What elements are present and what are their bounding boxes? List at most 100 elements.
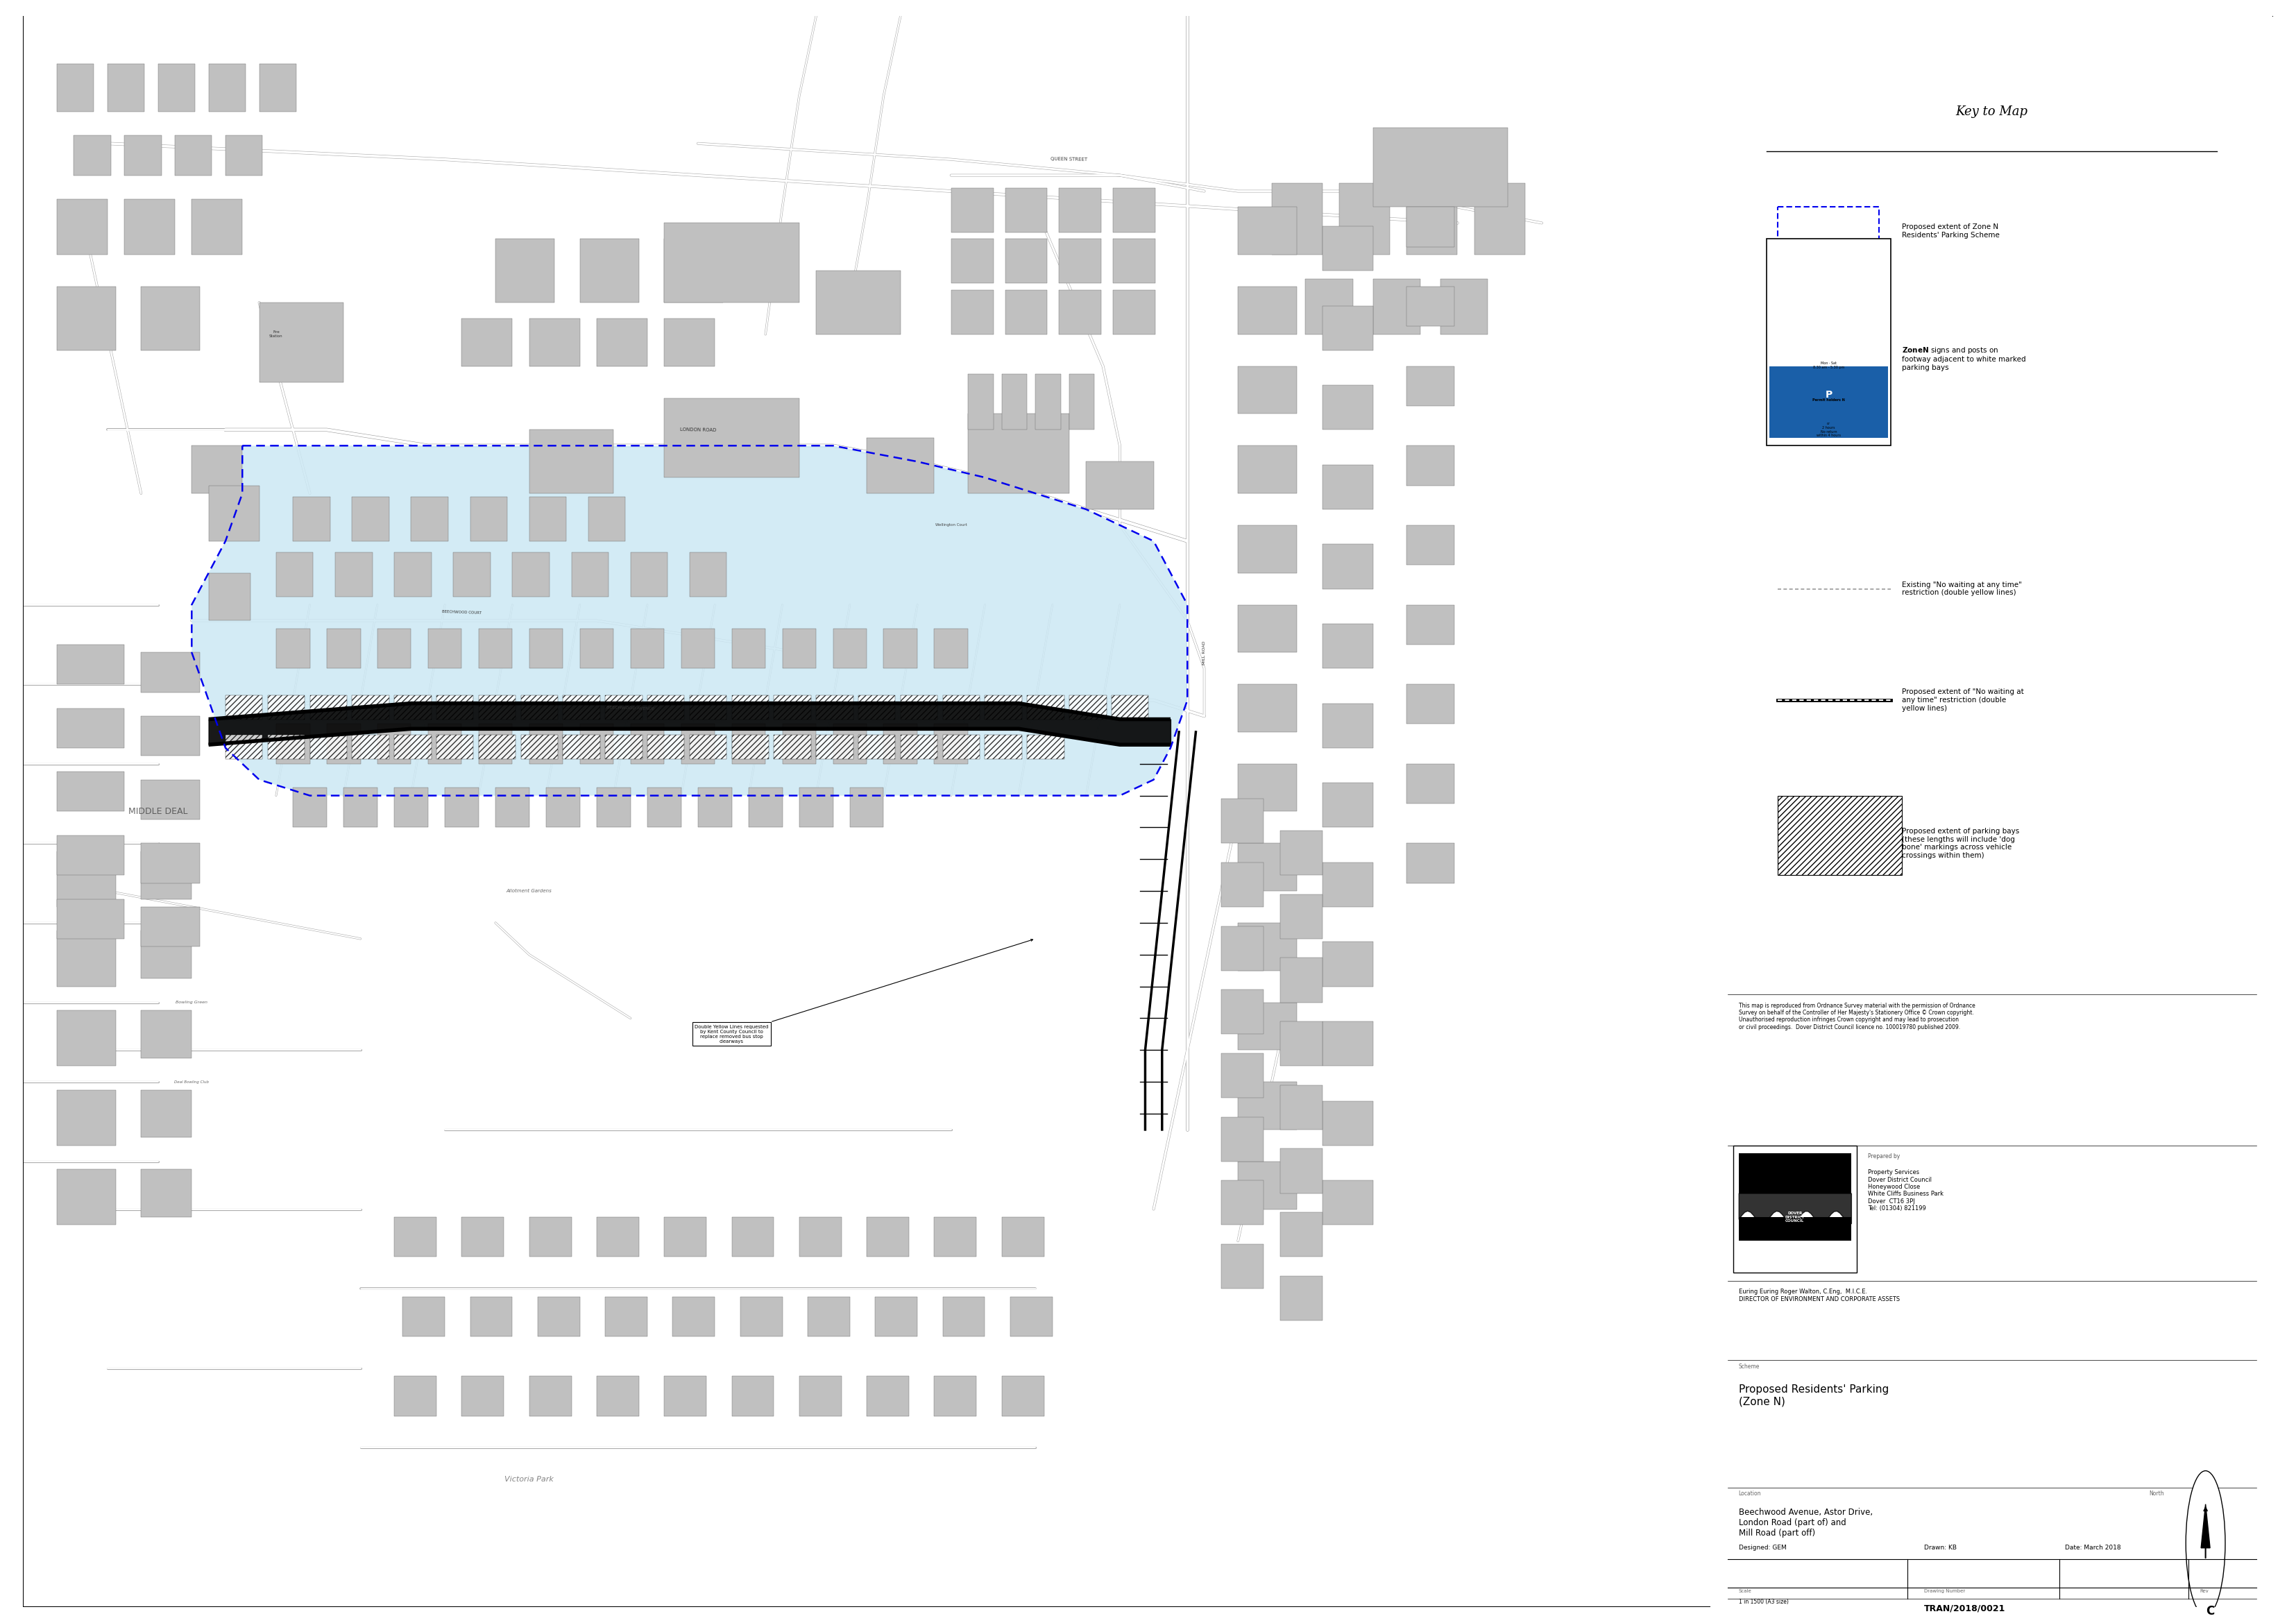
Bar (326, 724, 360, 764)
Bar (294, 787, 326, 828)
Bar (478, 695, 517, 719)
Bar (1221, 1180, 1263, 1225)
Text: MIDDLE DEAL: MIDDLE DEAL (129, 807, 188, 816)
Bar (1407, 446, 1453, 485)
Bar (73, 135, 110, 175)
Bar (606, 695, 643, 719)
Bar (351, 695, 388, 719)
Bar (395, 787, 427, 828)
Bar (1322, 544, 1373, 589)
Bar (57, 771, 124, 812)
Text: Bowling Green: Bowling Green (177, 1001, 207, 1005)
Bar (900, 735, 937, 760)
Bar (698, 787, 732, 828)
Bar (597, 1217, 638, 1256)
Bar (225, 735, 262, 760)
Bar (732, 1217, 774, 1256)
Bar (140, 930, 191, 979)
Bar (1221, 862, 1263, 907)
Bar (1114, 291, 1155, 334)
Bar (732, 628, 765, 669)
Bar (124, 200, 174, 255)
Bar (310, 695, 347, 719)
Text: MILL ROAD: MILL ROAD (1203, 641, 1205, 664)
Bar (1221, 927, 1263, 971)
Bar (445, 787, 478, 828)
Bar (1322, 1021, 1373, 1066)
Bar (1322, 464, 1373, 510)
Text: Beechwood Avenue, Astor Drive,
London Road (part of) and
Mill Road (part off): Beechwood Avenue, Astor Drive, London Ro… (1738, 1508, 1874, 1539)
Bar (866, 1376, 909, 1415)
Bar (1322, 1100, 1373, 1146)
Bar (783, 628, 815, 669)
Bar (815, 695, 854, 719)
Bar (335, 552, 372, 597)
Bar (496, 239, 556, 302)
Bar (395, 695, 432, 719)
Bar (140, 287, 200, 351)
Bar (581, 628, 613, 669)
Text: Property Services
Dover District Council
Honeywood Close
White Cliffs Business P: Property Services Dover District Council… (1869, 1169, 1945, 1212)
Bar (1221, 1117, 1263, 1162)
Text: QUEEN STREET: QUEEN STREET (1052, 157, 1088, 162)
Bar (1058, 291, 1102, 334)
Bar (140, 1169, 191, 1217)
Bar (1114, 239, 1155, 284)
Bar (774, 735, 810, 760)
Bar (411, 497, 448, 540)
Text: Proposed Residents' Parking
(Zone N): Proposed Residents' Parking (Zone N) (1738, 1384, 1890, 1407)
Bar (951, 291, 994, 334)
Bar (1221, 990, 1263, 1034)
Bar (1322, 941, 1373, 987)
Bar (1440, 279, 1488, 334)
Bar (748, 787, 783, 828)
Bar (1770, 367, 1887, 438)
Bar (158, 63, 195, 112)
Bar (1407, 287, 1453, 326)
Bar (471, 1297, 512, 1336)
Bar (815, 735, 854, 760)
Bar (461, 1217, 503, 1256)
Bar (969, 373, 994, 430)
Bar (884, 724, 918, 764)
Bar (732, 735, 769, 760)
Text: Key to Map: Key to Map (1956, 105, 2027, 118)
Text: Deal Bowling Club: Deal Bowling Club (174, 1081, 209, 1084)
Bar (57, 644, 124, 685)
Bar (934, 1217, 976, 1256)
Bar (774, 695, 810, 719)
Text: This map is reproduced from Ordnance Survey material with the permission of Ordn: This map is reproduced from Ordnance Sur… (1738, 1003, 1975, 1031)
Bar (647, 735, 684, 760)
Bar (597, 1376, 638, 1415)
Bar (1070, 373, 1095, 430)
Bar (900, 695, 937, 719)
Bar (875, 1297, 918, 1336)
Bar (225, 135, 262, 175)
Text: Scale: Scale (1738, 1589, 1752, 1594)
Bar (1777, 795, 1901, 875)
Bar (647, 787, 682, 828)
Bar (1026, 735, 1063, 760)
Bar (588, 497, 625, 540)
Bar (944, 695, 980, 719)
Bar (951, 239, 994, 284)
Bar (174, 135, 211, 175)
Bar (276, 552, 312, 597)
Text: Designed: GEM: Designed: GEM (1738, 1545, 1786, 1552)
Bar (732, 724, 765, 764)
Bar (1238, 446, 1297, 493)
Bar (124, 135, 161, 175)
Bar (452, 552, 491, 597)
Bar (1322, 305, 1373, 351)
Text: Fire
Station: Fire Station (269, 331, 282, 338)
Text: or
2 hours
No return
within 4 hours: or 2 hours No return within 4 hours (1816, 422, 1841, 437)
Bar (521, 735, 558, 760)
Bar (664, 1217, 707, 1256)
Text: Drawn: KB: Drawn: KB (1924, 1545, 1956, 1552)
Bar (951, 188, 994, 232)
Bar (1221, 1245, 1263, 1289)
Bar (1407, 208, 1453, 247)
Text: Location: Location (1738, 1490, 1761, 1496)
Bar (1322, 623, 1373, 669)
Text: BEECHWOOD COURT: BEECHWOOD COURT (441, 610, 482, 615)
